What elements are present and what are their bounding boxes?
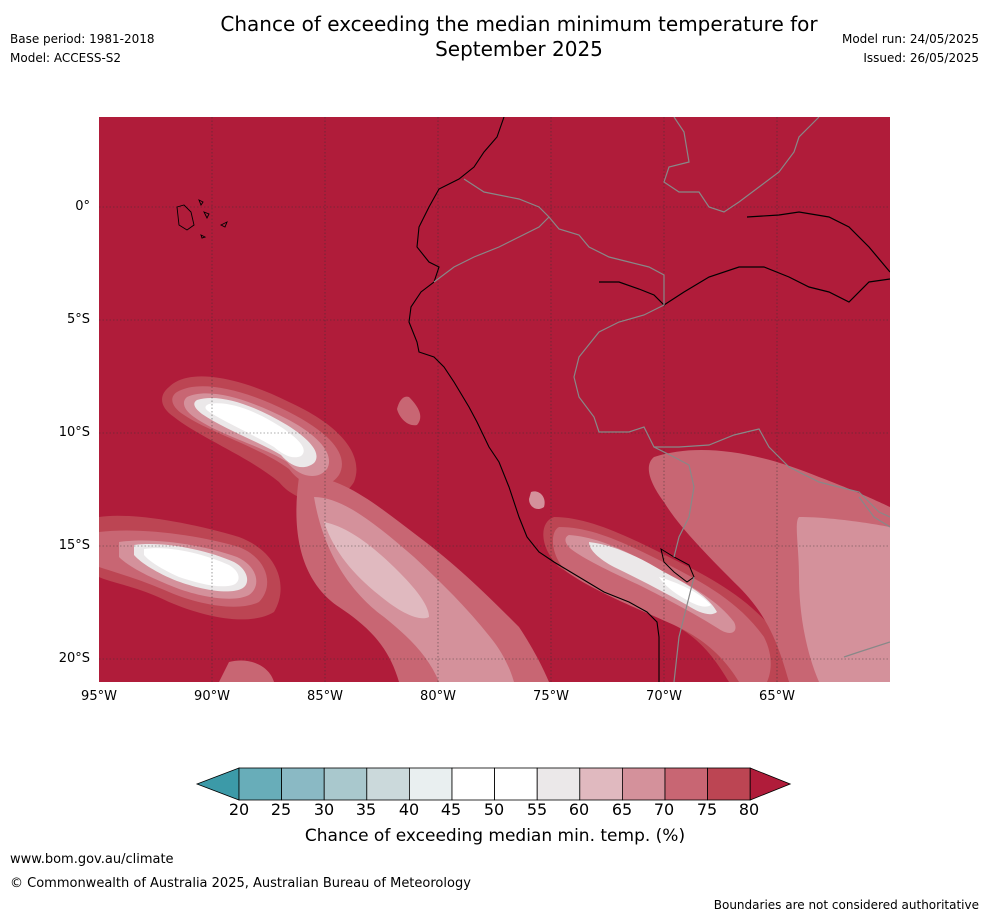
lon-label-75w: 75°W [533,689,569,704]
colorbar-segment [238,767,282,801]
colorbar-tick: 50 [483,800,505,819]
forecast-map [99,117,890,682]
website-url[interactable]: www.bom.gov.au/climate [10,852,174,867]
meta-right: Model run: 24/05/2025 Issued: 26/05/2025 [842,30,979,68]
galapagos-islands [176,199,228,239]
lon-label-80w: 80°W [420,689,456,704]
colorbar-tick: 70 [653,800,675,819]
colorbar-segment [408,767,453,801]
lat-label-0: 0° [75,199,90,214]
colorbar-segment [366,767,410,801]
colorbar-segment [494,767,538,801]
colorbar-tick: 25 [270,800,292,819]
colorbar-segment [579,767,623,801]
lon-label-70w: 70°W [646,689,682,704]
colorbar-tick: 75 [696,800,718,819]
country-borders [433,117,890,682]
colorbar-tick: 30 [313,800,335,819]
anomaly-blob-south [99,515,281,620]
lat-label-20s: 20°S [58,651,90,666]
colorbar-extend-high [749,767,792,801]
colorbar-tick: 60 [568,800,590,819]
colorbar [195,767,792,801]
colorbar-segment [664,767,708,801]
colorbar-tick: 35 [355,800,377,819]
title-line-1: Chance of exceeding the median minimum t… [220,12,818,36]
colorbar-segment [536,767,581,801]
anomaly-patch-small-3 [219,660,274,682]
lat-label-5s: 5°S [66,312,90,327]
anomaly-patch-east [648,449,890,682]
boundary-disclaimer: Boundaries are not considered authoritat… [713,898,979,912]
colorbar-tick: 40 [398,800,420,819]
chart-title: Chance of exceeding the median minimum t… [150,12,888,62]
lon-label-85w: 85°W [307,689,343,704]
colorbar-segment [451,767,495,801]
colorbar-segment [323,767,368,801]
colorbar-label: Chance of exceeding median min. temp. (%… [304,826,686,846]
lat-label-15s: 15°S [58,538,90,553]
colorbar-tick: 55 [526,800,548,819]
anomaly-blob-north [162,376,357,501]
colorbar-tick: 45 [440,800,462,819]
colorbar-tick: 20 [228,800,250,819]
copyright-notice: © Commonwealth of Australia 2025, Austra… [10,876,471,891]
model-name: Model: ACCESS-S2 [10,51,122,65]
colorbar-segment [621,767,666,801]
colorbar-segment [707,767,751,801]
issued-date: Issued: 26/05/2025 [863,51,979,65]
base-period: Base period: 1981-2018 [10,32,155,46]
colorbar-tick: 80 [738,800,760,819]
title-line-2: September 2025 [435,37,603,61]
lon-label-95w: 95°W [81,689,117,704]
anomaly-patch-small-2 [529,491,545,510]
anomaly-tongue-central [296,476,549,682]
lake-titicaca [660,547,695,583]
model-run: Model run: 24/05/2025 [841,32,979,46]
coastline [408,117,660,682]
colorbar-extend-low [195,767,240,801]
lon-label-65w: 65°W [759,689,795,704]
graticule [99,117,890,682]
lon-label-90w: 90°W [194,689,230,704]
anomaly-band-altiplano [543,517,789,682]
lat-label-10s: 10°S [58,425,90,440]
colorbar-segment [281,767,325,801]
rio-negro [746,211,890,273]
meta-left: Base period: 1981-2018 Model: ACCESS-S2 [10,30,155,68]
colorbar-tick: 65 [611,800,633,819]
anomaly-patch-small-1 [397,396,421,426]
amazon-river [599,266,890,306]
